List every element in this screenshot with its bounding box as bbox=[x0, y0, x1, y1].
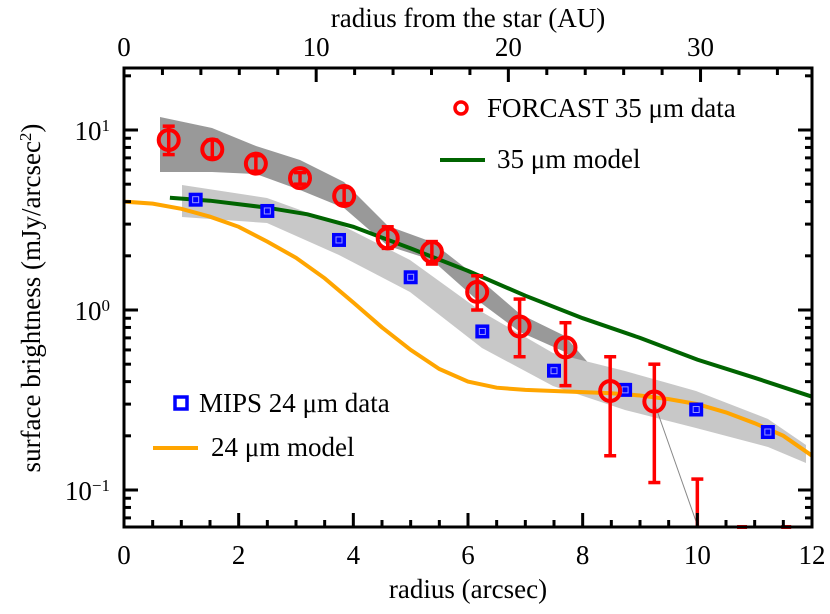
forcast-point bbox=[507, 314, 532, 339]
forcast-point bbox=[243, 151, 268, 176]
mips-point bbox=[547, 363, 561, 378]
mips-point bbox=[332, 232, 346, 247]
forcast-point bbox=[375, 226, 400, 251]
legend-circle-icon bbox=[453, 100, 469, 116]
mips-24um-points bbox=[188, 192, 775, 440]
x-tick-label: 6 bbox=[461, 540, 475, 570]
mips-point bbox=[475, 324, 490, 339]
x-tick-label: 4 bbox=[347, 540, 361, 570]
x-axis-label: radius (arcsec) bbox=[389, 574, 547, 604]
y-tick-label: 10−1 bbox=[65, 476, 110, 507]
x-tick-label: 8 bbox=[576, 540, 590, 570]
mips-point bbox=[760, 425, 775, 440]
mips-point bbox=[188, 192, 203, 207]
mips-point-inner bbox=[478, 327, 486, 335]
mips-point-inner bbox=[692, 406, 700, 414]
forcast-point bbox=[332, 183, 357, 208]
legend-top: FORCAST 35 μm data 35 μm model bbox=[440, 93, 736, 174]
y-tick-labels: 101 100 10−1 bbox=[65, 116, 110, 507]
legend-bottom: MIPS 24 μm data 24 μm model bbox=[153, 388, 390, 462]
top-x-tick-label: 30 bbox=[687, 32, 714, 62]
top-x-tick-label: 10 bbox=[303, 32, 330, 62]
forcast-point bbox=[156, 127, 181, 152]
forcast-35um-points bbox=[156, 124, 792, 529]
mips-point-inner bbox=[764, 428, 772, 436]
top-x-tick-labels: 0 10 20 30 bbox=[117, 32, 714, 62]
mips-point-inner bbox=[550, 367, 558, 375]
forcast-point bbox=[598, 378, 623, 403]
forcast-point bbox=[200, 137, 225, 162]
legend-forcast-label: FORCAST 35 μm data bbox=[487, 93, 736, 123]
axis-ticks bbox=[122, 68, 814, 527]
top-x-tick-label: 20 bbox=[495, 32, 522, 62]
mips-point-inner bbox=[192, 196, 200, 204]
y-tick-label: 101 bbox=[75, 116, 111, 147]
y-tick-label: 100 bbox=[75, 296, 111, 327]
mips-point-inner bbox=[335, 236, 343, 244]
mips-point bbox=[403, 270, 418, 285]
mips-band bbox=[182, 185, 806, 463]
mips-point-inner bbox=[263, 207, 271, 215]
forcast-point bbox=[288, 166, 313, 191]
forcast-point bbox=[465, 279, 490, 304]
legend-square-icon bbox=[173, 395, 189, 411]
legend-35model-label: 35 μm model bbox=[497, 144, 640, 174]
top-x-tick-label: 0 bbox=[117, 32, 131, 62]
mips-point-inner bbox=[407, 273, 415, 281]
uncertainty-bands bbox=[160, 117, 806, 528]
y-axis-label: surface brightness (mJy/arcsec2) bbox=[16, 124, 47, 473]
thin-grey-line bbox=[653, 401, 699, 528]
x-tick-label: 10 bbox=[684, 540, 711, 570]
legend-mips-label: MIPS 24 μm data bbox=[199, 388, 390, 418]
top-x-axis-label: radius from the star (AU) bbox=[331, 3, 605, 33]
x-tick-label: 0 bbox=[117, 540, 131, 570]
x-tick-labels: 0 2 4 6 8 10 12 bbox=[117, 540, 825, 570]
forcast-point bbox=[642, 389, 667, 414]
mips-point bbox=[260, 203, 275, 218]
x-tick-label: 12 bbox=[799, 540, 826, 570]
x-tick-label: 2 bbox=[232, 540, 246, 570]
forcast-point bbox=[553, 335, 578, 360]
legend-24model-label: 24 μm model bbox=[211, 432, 354, 462]
mips-point bbox=[689, 402, 704, 417]
forcast-point bbox=[419, 240, 444, 265]
